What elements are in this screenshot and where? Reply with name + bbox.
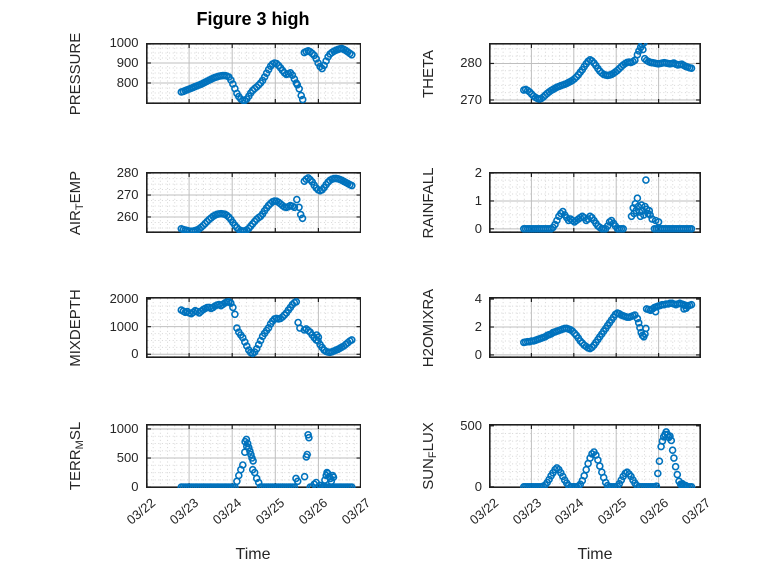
y-tick-label: 500 <box>116 450 139 466</box>
y-tick-label: 0 <box>131 479 139 495</box>
y-tick-label: 800 <box>116 75 139 90</box>
y-axis-label-sun-flux: SUNFLUX <box>418 381 440 531</box>
x-tick-label: 03/22 <box>123 495 159 528</box>
tick-marks <box>489 298 701 357</box>
y-tick-label: 1000 <box>109 420 139 436</box>
x-tick-label: 03/23 <box>166 495 202 528</box>
y-axis-label-text: SUN <box>420 458 437 490</box>
data-markers-rainfall <box>519 176 696 233</box>
y-tick-label: 270 <box>460 91 482 107</box>
y-axis-label-pressure: PRESSURE <box>65 0 87 149</box>
y-tick-label: 270 <box>116 187 139 203</box>
y-axis-label-text: AIR <box>66 209 84 235</box>
y-tick-label: 260 <box>116 208 139 224</box>
plot-area-terr-msl <box>145 424 361 488</box>
x-axis-label-left: Time <box>235 546 271 563</box>
x-tick-label: 03/26 <box>636 495 672 528</box>
y-axis-label-text: THETA <box>420 49 437 98</box>
y-tick-label: 2 <box>474 165 482 181</box>
y-tick-label: 0 <box>474 346 482 362</box>
x-tick-label: 03/23 <box>509 495 545 528</box>
data-markers-theta <box>519 43 696 103</box>
x-tick-label: 03/27 <box>339 495 374 528</box>
y-axis-label-text: SL <box>66 421 84 441</box>
tick-marks <box>145 43 361 103</box>
y-axis-label-subscript: M <box>73 440 86 450</box>
minor-grid <box>147 298 360 357</box>
y-axis-label-text: PRESSURE <box>66 32 84 115</box>
major-grid <box>490 298 700 357</box>
plot-area-mixdepth <box>145 297 361 358</box>
y-axis-label-text: TERR <box>66 449 84 491</box>
minor-grid <box>490 173 700 232</box>
axes-box <box>145 43 361 104</box>
data-markers-mixdepth <box>176 298 356 358</box>
y-axis-label-terr-msl: TERRMSL <box>65 381 87 531</box>
data-markers-air-temp <box>176 174 356 233</box>
axes-box <box>489 172 701 233</box>
axes-box <box>145 424 361 488</box>
y-axis-label-subscript: F <box>427 451 439 459</box>
axes-box <box>145 297 361 358</box>
axes-box <box>489 424 701 488</box>
data-markers-h2omixra <box>519 299 696 353</box>
plot-area-air-temp <box>145 172 361 233</box>
y-axis-label-text: LUX <box>420 422 437 452</box>
y-tick-label: 280 <box>460 55 482 71</box>
x-tick-label: 03/25 <box>594 495 629 528</box>
y-tick-label: 500 <box>460 417 482 433</box>
minor-grid <box>490 44 700 103</box>
y-axis-label-text: MIXDEPTH <box>66 288 84 367</box>
y-tick-label: 0 <box>131 346 139 362</box>
data-markers-sun-flux <box>520 428 696 488</box>
y-tick-label: 0 <box>474 478 482 494</box>
tick-marks <box>489 44 701 103</box>
x-tick-label: 03/24 <box>551 495 587 528</box>
axes-box <box>489 297 701 358</box>
y-tick-label: 900 <box>116 55 139 70</box>
y-axis-label-theta: THETA <box>418 0 440 149</box>
y-axis-label-text: EMP <box>66 170 84 203</box>
plot-area-h2omixra <box>489 297 701 358</box>
y-tick-label: 2000 <box>109 291 139 307</box>
y-axis-label-text: H2OMIXRA <box>420 288 437 367</box>
plot-area-theta <box>489 43 701 104</box>
data-markers-terr-msl <box>177 431 356 488</box>
x-tick-label: 03/27 <box>679 495 714 528</box>
y-tick-label: 1000 <box>109 35 139 50</box>
x-tick-label: 03/22 <box>467 495 502 528</box>
y-tick-label: 280 <box>116 165 139 181</box>
data-markers-pressure <box>176 44 356 104</box>
plot-area-pressure <box>145 43 361 104</box>
tick-marks <box>145 298 361 357</box>
x-axis-label-right: Time <box>577 546 613 563</box>
y-axis-label-text: RAINFALL <box>420 167 437 238</box>
axes-box <box>489 43 701 104</box>
plot-area-sun-flux <box>489 424 701 488</box>
plot-area-rainfall <box>489 172 701 233</box>
x-tick-label: 03/25 <box>252 495 288 528</box>
y-axis-label-h2omixra: H2OMIXRA <box>418 253 440 403</box>
y-tick-label: 0 <box>474 220 482 236</box>
x-tick-label: 03/24 <box>209 495 245 528</box>
y-tick-label: 1000 <box>109 318 139 334</box>
y-tick-label: 4 <box>474 291 482 307</box>
y-tick-label: 2 <box>474 319 482 334</box>
x-tick-label: 03/26 <box>295 495 331 528</box>
major-grid <box>146 44 360 103</box>
axes-box <box>145 172 361 233</box>
figure-title: Figure 3 high <box>196 9 310 29</box>
y-tick-label: 1 <box>474 192 482 208</box>
y-axis-label-mixdepth: MIXDEPTH <box>65 253 87 403</box>
y-axis-label-subscript: T <box>73 202 86 210</box>
